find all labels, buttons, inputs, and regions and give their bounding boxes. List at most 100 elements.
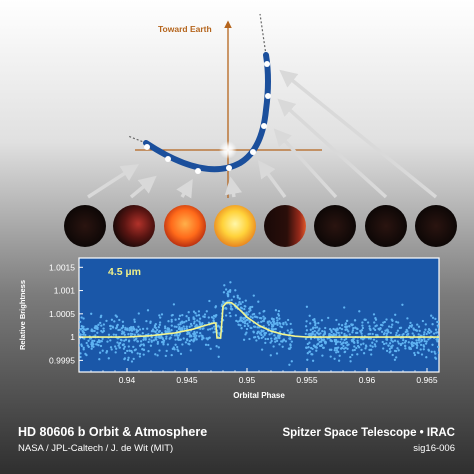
data-point xyxy=(248,307,251,310)
data-point xyxy=(337,350,340,354)
data-point xyxy=(98,358,101,361)
data-point xyxy=(305,346,308,349)
phase-planet-row xyxy=(64,205,457,247)
x-tick-label: 0.945 xyxy=(176,375,198,385)
data-point xyxy=(172,303,176,306)
data-point xyxy=(223,284,226,287)
data-point xyxy=(85,353,88,357)
data-point xyxy=(332,327,335,331)
data-point xyxy=(123,345,126,348)
data-point xyxy=(371,341,374,344)
data-point xyxy=(198,323,202,326)
data-point xyxy=(100,329,103,333)
data-point xyxy=(187,342,190,345)
data-point xyxy=(404,347,407,350)
data-point xyxy=(268,333,271,336)
view-arrow xyxy=(176,178,193,199)
data-point xyxy=(165,337,168,340)
data-point xyxy=(280,325,284,329)
data-point xyxy=(424,342,428,345)
data-point xyxy=(327,316,330,320)
data-point xyxy=(399,342,403,346)
data-point xyxy=(93,339,96,343)
data-point xyxy=(285,323,288,326)
data-point xyxy=(354,326,357,329)
data-point xyxy=(309,322,312,325)
data-point xyxy=(205,310,208,313)
data-point xyxy=(263,309,266,313)
data-point xyxy=(80,316,83,319)
data-point xyxy=(347,330,350,333)
data-point xyxy=(97,339,101,342)
data-point xyxy=(288,363,291,366)
data-point xyxy=(238,301,241,304)
data-point xyxy=(157,326,160,329)
data-point xyxy=(112,333,115,336)
data-point xyxy=(275,352,279,355)
data-point xyxy=(118,328,122,332)
data-point xyxy=(412,328,416,331)
data-point xyxy=(224,314,228,317)
data-point xyxy=(281,345,284,348)
data-point xyxy=(257,321,260,324)
data-point xyxy=(406,333,410,336)
data-point xyxy=(274,327,277,331)
data-point xyxy=(149,320,152,323)
data-point xyxy=(373,321,376,324)
data-point xyxy=(389,331,392,335)
data-point xyxy=(139,340,143,343)
data-point xyxy=(126,358,130,362)
data-point xyxy=(167,327,170,331)
data-point xyxy=(373,328,377,332)
model-curve xyxy=(79,301,439,339)
data-point xyxy=(343,306,346,309)
data-point xyxy=(210,316,214,319)
phase-planet-dark xyxy=(314,205,356,247)
data-point xyxy=(173,334,177,337)
data-point xyxy=(342,344,345,348)
data-point xyxy=(324,340,327,344)
data-point xyxy=(385,349,389,353)
data-point xyxy=(304,337,308,341)
data-point xyxy=(142,343,145,346)
data-point xyxy=(193,335,196,338)
data-point xyxy=(198,335,201,338)
data-point xyxy=(269,321,272,324)
data-point xyxy=(418,329,421,333)
data-point xyxy=(79,329,81,332)
data-point xyxy=(421,319,425,323)
phase-planet-dark xyxy=(64,205,106,247)
data-point xyxy=(170,318,173,322)
data-point xyxy=(274,309,278,312)
data-point xyxy=(174,343,177,346)
data-point xyxy=(356,339,359,342)
data-point xyxy=(334,328,337,331)
data-point xyxy=(212,331,215,334)
data-point xyxy=(181,313,184,317)
y-axis: 0.9995 1 1.0005 1.001 1.0015 xyxy=(49,262,83,365)
x-tick-label: 0.95 xyxy=(239,375,256,385)
data-point xyxy=(424,328,427,331)
data-point xyxy=(311,330,314,334)
data-point xyxy=(96,340,99,344)
data-point xyxy=(264,332,267,335)
data-point xyxy=(79,352,82,355)
data-point xyxy=(248,337,251,341)
data-point xyxy=(340,327,344,331)
data-point xyxy=(436,340,439,343)
data-point xyxy=(195,338,198,341)
data-point xyxy=(348,325,351,328)
data-point xyxy=(116,341,119,344)
data-point xyxy=(396,347,399,350)
data-point xyxy=(410,342,413,345)
data-point xyxy=(108,324,112,328)
data-point xyxy=(278,343,281,346)
data-point xyxy=(420,339,424,342)
data-point xyxy=(282,322,285,325)
data-point xyxy=(385,338,388,341)
data-point xyxy=(253,315,257,318)
data-point xyxy=(337,331,340,335)
data-point xyxy=(353,319,357,322)
data-point xyxy=(260,348,264,351)
data-point xyxy=(82,333,85,336)
